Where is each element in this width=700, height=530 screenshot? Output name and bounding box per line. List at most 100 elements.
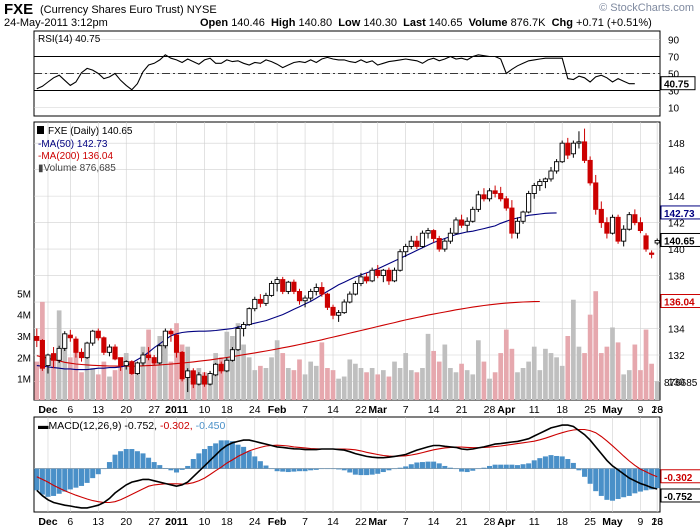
macd-histogram-bar [626,468,632,496]
candle-body [291,281,297,292]
macd-histogram-bar [487,465,493,469]
volume-bar [548,353,554,400]
volume-bar [442,344,448,400]
candle [151,354,157,366]
volume-bar [140,346,146,400]
candle [291,279,297,295]
price-tick-label: 132 [668,351,685,362]
candle-body [380,269,386,277]
candle-body [168,330,174,335]
candle-body [442,240,448,250]
x-tick-label: 10 [199,404,211,416]
rsi-line [36,54,635,91]
x-tick-label: 16 [651,516,663,528]
macd-histogram-bar [542,456,548,469]
macd-histogram-bar [649,468,655,490]
candle [336,309,342,322]
candle [570,140,576,158]
candle-body [414,240,420,247]
x-tick-label: 24 [249,516,261,528]
candle [302,295,308,308]
quote-summary: Open 140.46 High 140.80 Low 140.30 Last … [200,17,652,29]
candle-body [464,220,470,226]
candle-body [475,194,481,210]
x-tick-label: 21 [456,404,468,416]
macd-histogram-bar [146,457,152,469]
x-tick-label: 23 [651,404,663,416]
candle-body [84,342,90,359]
volume-bar [654,381,660,400]
candle-body [67,334,73,339]
candle-body [609,216,616,234]
candle [324,292,331,310]
volume-bar [638,370,643,400]
candle [598,201,604,228]
candle [609,214,616,235]
macd-histogram-bar [336,468,342,470]
candle-body [241,324,247,329]
macd-histogram-bar [570,462,576,469]
candle [50,347,57,369]
candle-body [542,178,548,183]
volume-bar [453,372,459,400]
macd-signal-last-label: -0.302 [664,473,693,484]
candle-body [363,276,370,282]
x-tick-label: 6 [67,404,73,416]
macd-histogram-bar [218,440,224,469]
candle [106,344,113,357]
volume-bar [95,374,101,400]
candle-body [229,349,235,361]
rsi-last-label: 40.75 [664,80,689,91]
candle [464,217,470,232]
macd-histogram-bar [576,468,582,471]
candle [498,186,504,202]
candle-body [274,279,280,284]
macd-histogram-bar [358,468,364,476]
volume-tick-label: 5M [17,289,31,300]
macd-last-label-box [660,488,700,503]
macd-histogram-bar [419,462,425,469]
macd-histogram-bar [386,468,392,471]
volume-bar [45,368,51,400]
macd-histogram-bar [308,468,314,471]
candle [431,229,437,243]
ma50-line [36,212,557,371]
candle-body [470,208,476,222]
candle [330,304,336,320]
volume-bar [118,365,123,400]
macd-histogram-bar [179,468,185,470]
volume-bar [207,374,213,400]
macd-last-label: -0.752 [664,492,693,503]
macd-histogram-bar [190,459,196,469]
candle-body [643,235,649,250]
macd-histogram-bar [185,465,191,469]
macd-histogram-bar [274,468,280,472]
macd-histogram-bar [397,467,403,469]
candle-body [358,276,364,284]
macd-histogram-bar [559,456,565,469]
candle-body [146,354,152,359]
volume-bar [565,336,571,400]
candle-body [341,301,347,314]
security-name: (Currency Shares Euro Trust) NYSE [40,4,217,16]
macd-histogram-bar [341,468,347,471]
macd-histogram-bar [62,468,68,492]
candle [280,276,286,295]
candle-body [554,161,560,172]
candle [526,190,532,214]
macd-signal-last-label-box [660,469,700,484]
price-tick-label: 148 [668,139,685,150]
price-tick-label: 138 [668,272,685,283]
candle [34,328,40,348]
macd-histogram-bar [241,446,247,469]
macd-histogram-bar [174,468,180,473]
candle [643,233,649,252]
quote-datetime: 24-May-2011 3:12pm [4,17,108,29]
volume-bar [313,365,319,400]
macd-histogram-bar [101,468,107,470]
candle-body [190,370,196,385]
rsi-last-label-box [660,76,696,91]
x-tick-label: 9 [638,516,644,528]
candle-body [268,283,275,296]
candle-body [632,214,638,224]
